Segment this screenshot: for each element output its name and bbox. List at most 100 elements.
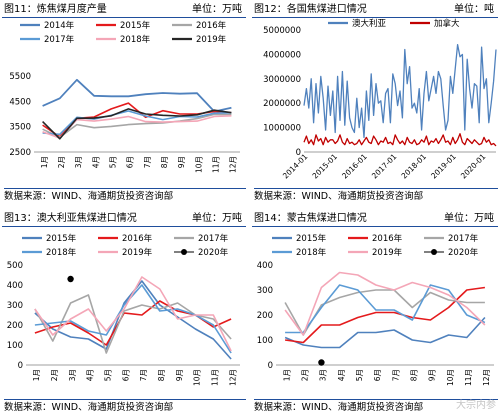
x-tick-label: 5月 bbox=[355, 369, 364, 381]
y-tick-label: 0 bbox=[18, 361, 23, 371]
series-line-canada bbox=[303, 133, 497, 147]
y-tick-label: 0 bbox=[268, 361, 273, 371]
x-tick-label: 2月 bbox=[57, 156, 66, 168]
watermark: 大宗内参 bbox=[456, 400, 496, 411]
x-tick-label: 5月 bbox=[109, 156, 118, 168]
y-tick-label: 300 bbox=[257, 286, 273, 296]
chart-panel-mongolia-coking-coal-imports: 图14：蒙古焦煤进口情况 单位：万吨 0 100 200 300 400 1月 2月 3月 4月… bbox=[250, 209, 500, 417]
data-source-note: 数据来源：WIND、海通期货投资咨询部 bbox=[254, 188, 498, 204]
x-tick-label: 10月 bbox=[194, 156, 203, 173]
legend-label-2018: 2018年 bbox=[120, 34, 151, 45]
series-line-2014 bbox=[42, 78, 232, 113]
x-tick-label: 2016-01 bbox=[340, 152, 369, 181]
legend-label-2017: 2017年 bbox=[448, 233, 479, 244]
y-tick-label: 400 bbox=[7, 281, 23, 291]
x-tick-label: 2019-01 bbox=[429, 152, 458, 181]
legend-label-2015: 2015年 bbox=[296, 233, 327, 244]
legend-label-2020: 2020年 bbox=[448, 247, 479, 258]
legend-label-2015: 2015年 bbox=[120, 20, 151, 31]
chart-unit: 单位：万吨 bbox=[444, 213, 494, 224]
line-chart: 0 100 200 300 400 1月 2月 3月 4月 5月 6月 7月 8月 9月 10月 11月 12月… bbox=[257, 233, 494, 386]
x-tick-label: 9月 bbox=[177, 156, 186, 168]
series-line-2016 bbox=[42, 113, 232, 139]
data-point-2020 bbox=[67, 275, 74, 283]
x-tick-label: 2月 bbox=[50, 369, 59, 381]
x-tick-label: 12月 bbox=[229, 156, 238, 173]
legend-label-2015: 2015年 bbox=[46, 233, 77, 244]
legend-label-2016: 2016年 bbox=[372, 233, 403, 244]
x-tick-label: 2月 bbox=[301, 369, 310, 381]
x-tick-label: 6月 bbox=[373, 369, 382, 381]
legend-label-2016: 2016年 bbox=[196, 20, 227, 31]
y-tick-label: 2000000 bbox=[263, 99, 301, 109]
legend-label-2014: 2014年 bbox=[44, 20, 75, 31]
x-tick-label: 5月 bbox=[104, 369, 113, 381]
y-tick-label: 1000000 bbox=[263, 124, 301, 134]
x-tick-label: 1月 bbox=[282, 369, 291, 381]
chart-panel-coking-coal-imports-by-country: 图12：各国焦煤进口情况 单位：吨 0 1000000 2000000 3000000… bbox=[250, 0, 500, 207]
series-line-2017 bbox=[42, 110, 232, 136]
legend-label-2019: 2019年 bbox=[372, 247, 403, 258]
chart-title: 图13：澳大利亚焦煤进口情况 bbox=[4, 213, 137, 224]
x-tick-label: 3月 bbox=[74, 156, 83, 168]
legend-label-2017: 2017年 bbox=[44, 34, 75, 45]
y-tick-label: 2500 bbox=[9, 148, 31, 158]
data-source-note: 数据来源：WIND、海通期货投资咨询部 bbox=[254, 399, 498, 415]
x-tick-label: 4月 bbox=[86, 369, 95, 381]
x-tick-label: 10月 bbox=[446, 369, 455, 386]
x-tick-label: 8月 bbox=[410, 369, 419, 381]
x-tick-label: 8月 bbox=[160, 156, 169, 168]
legend-label-2019: 2019年 bbox=[122, 247, 153, 258]
x-tick-label: 2015-01 bbox=[311, 152, 340, 181]
series-line-2018 bbox=[285, 284, 486, 334]
y-tick-label: 0 bbox=[296, 148, 301, 158]
x-tick-label: 3月 bbox=[68, 369, 77, 381]
legend-marker-2020 bbox=[431, 249, 437, 255]
y-tick-label: 400 bbox=[257, 261, 273, 271]
data-point-2020 bbox=[318, 359, 325, 366]
legend-label-australia: 澳大利亚 bbox=[352, 18, 387, 29]
x-tick-label: 2017-01 bbox=[370, 152, 399, 181]
x-tick-label: 7月 bbox=[391, 369, 400, 381]
panel-title-bar: 图12：各国焦煤进口情况 单位：吨 bbox=[252, 2, 498, 18]
y-tick-label: 500 bbox=[7, 261, 23, 271]
x-tick-label: 11月 bbox=[464, 369, 473, 386]
legend-label-2017: 2017年 bbox=[198, 233, 229, 244]
y-tick-label: 200 bbox=[257, 311, 273, 321]
chart-title: 图11：炼焦煤月度产量 bbox=[4, 4, 107, 15]
x-tick-label: 6月 bbox=[126, 156, 135, 168]
y-tick-label: 200 bbox=[7, 321, 23, 331]
legend-marker-2020 bbox=[181, 249, 187, 255]
y-tick-label: 100 bbox=[7, 341, 23, 351]
x-tick-label: 2020-01 bbox=[459, 152, 488, 181]
x-tick-label: 11月 bbox=[212, 156, 221, 173]
line-chart: 2500 3500 4500 5500 1月 2月 3月 4月 5月 6月 7月 8月 9月 10月 11月… bbox=[9, 20, 240, 173]
chart-unit: 单位：吨 bbox=[454, 4, 494, 15]
x-tick-label: 7月 bbox=[143, 156, 152, 168]
series-line-2015 bbox=[284, 316, 486, 349]
x-tick-label: 4月 bbox=[337, 369, 346, 381]
chart-unit: 单位：万吨 bbox=[192, 213, 242, 224]
series-line-australia bbox=[303, 43, 497, 139]
x-tick-label: 10月 bbox=[193, 369, 202, 386]
panel-title-bar: 图14：蒙古焦煤进口情况 单位：万吨 bbox=[252, 211, 498, 227]
x-tick-label: 7月 bbox=[139, 369, 148, 381]
chart-title: 图12：各国焦煤进口情况 bbox=[254, 4, 367, 15]
x-tick-label: 11月 bbox=[211, 369, 220, 386]
x-tick-label: 4月 bbox=[91, 156, 100, 168]
legend-label-2018: 2018年 bbox=[46, 247, 77, 258]
series-line-2019 bbox=[42, 108, 232, 140]
x-tick-label: 1月 bbox=[32, 369, 41, 381]
line-chart: 0 100 200 300 400 500 1月 2月 3月 4月 5月 6月 7月 8月 9月 10月 11月… bbox=[7, 233, 240, 386]
y-tick-label: 5000000 bbox=[263, 26, 301, 36]
x-tick-label: 9月 bbox=[428, 369, 437, 381]
y-tick-label: 100 bbox=[257, 336, 273, 346]
series-line-2018 bbox=[34, 284, 232, 354]
series-line-2019 bbox=[34, 276, 232, 352]
legend-label-2016: 2016年 bbox=[122, 233, 153, 244]
x-tick-label: 3月 bbox=[319, 369, 328, 381]
x-tick-label: 9月 bbox=[175, 369, 184, 381]
y-tick-label: 3500 bbox=[9, 123, 31, 133]
data-source-note: 数据来源：WIND、海通期货投资咨询部 bbox=[4, 188, 246, 204]
x-tick-label: 6月 bbox=[121, 369, 130, 381]
